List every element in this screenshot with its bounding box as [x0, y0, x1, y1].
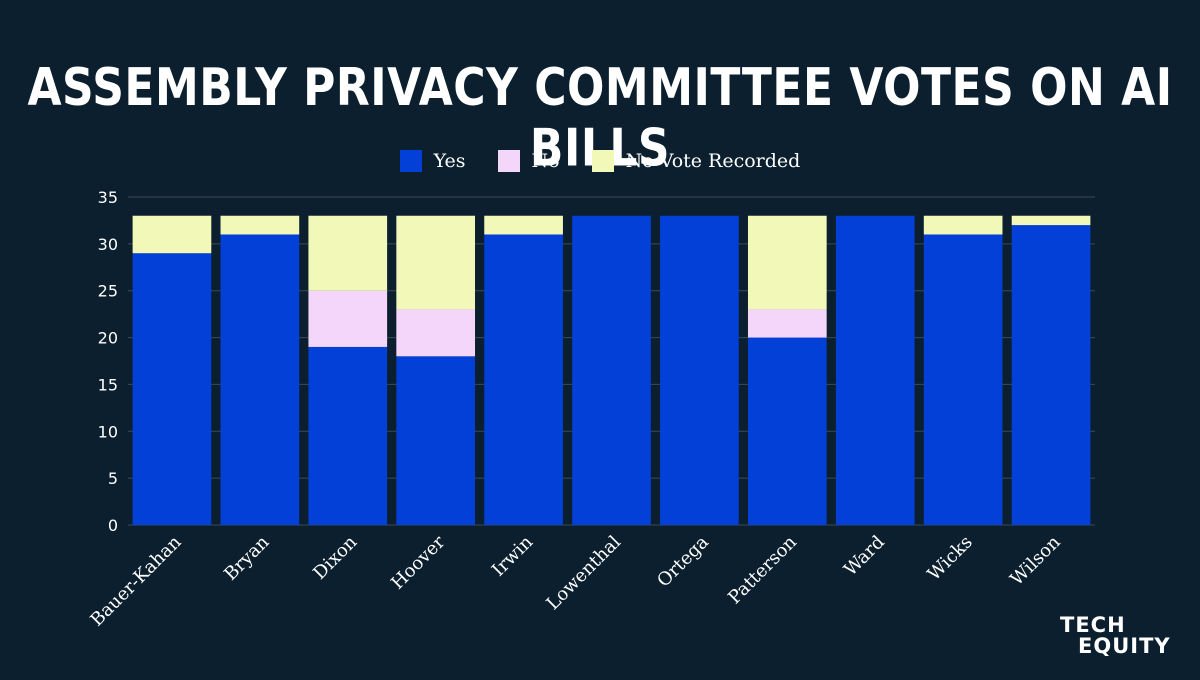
bar-segment-no-vote-recorded [1011, 215, 1091, 226]
bar-segment-yes [484, 234, 563, 525]
bar-segment-yes [1011, 225, 1091, 525]
bar-segment-yes [660, 215, 739, 525]
legend-label-no-vote: No Vote Recorded [625, 150, 801, 172]
bar-segment-yes [572, 215, 651, 525]
y-tick-label: 10 [98, 422, 118, 441]
y-tick-label: 25 [98, 282, 118, 301]
x-tick-label: Patterson [724, 531, 801, 608]
bar-segment-yes [747, 337, 827, 525]
bar-segment-no-vote-recorded [308, 215, 388, 291]
y-tick-label: 0 [108, 516, 118, 535]
legend-item-no-vote: No Vote Recorded [591, 150, 801, 172]
legend-label-yes: Yes [433, 150, 466, 172]
x-tick-label: Ortega [653, 532, 713, 592]
x-tick-label: Dixon [309, 531, 361, 583]
y-tick-label: 5 [108, 469, 118, 488]
bar-segment-no-vote-recorded [747, 215, 827, 310]
tech-equity-logo: TECH EQUITY [1060, 615, 1171, 657]
x-tick-label: Bryan [220, 531, 274, 585]
bar-segment-no-vote-recorded [484, 215, 563, 235]
legend-item-no: No [497, 150, 560, 172]
chart-legend: Yes No No Vote Recorded [0, 150, 1200, 172]
x-tick-label: Wicks [924, 532, 977, 585]
bar-segment-no-vote-recorded [220, 215, 300, 235]
bar-segment-yes [923, 234, 1003, 525]
y-tick-label: 20 [98, 329, 118, 348]
legend-swatch-no-vote [591, 150, 614, 172]
bar-segment-yes [396, 356, 476, 525]
bar-segment-no [396, 309, 476, 357]
x-tick-label: Wilson [1006, 531, 1065, 590]
bar-segment-yes [835, 215, 915, 525]
logo-line-2: EQUITY [1078, 634, 1171, 658]
x-tick-label: Irwin [488, 531, 537, 580]
x-tick-label: Lowenthal [542, 532, 625, 615]
bar-segment-no-vote-recorded [923, 215, 1003, 235]
bar-segment-no [747, 309, 827, 338]
logo-line-1: TECH [1060, 613, 1126, 637]
legend-swatch-yes [399, 150, 422, 172]
legend-swatch-no [497, 150, 520, 172]
bar-segment-no-vote-recorded [132, 215, 212, 254]
x-tick-label: Bauer-Kahan [86, 531, 185, 630]
chart-title: ASSEMBLY PRIVACY COMMITTEE VOTES ON AI B… [27, 58, 1173, 179]
y-tick-label: 30 [98, 235, 118, 254]
bar-segment-no [308, 290, 388, 347]
legend-label-no: No [531, 150, 560, 172]
bar-segment-yes [308, 346, 388, 525]
bar-segment-no-vote-recorded [396, 215, 476, 310]
x-tick-label: Hoover [387, 531, 449, 593]
legend-item-yes: Yes [399, 150, 466, 172]
x-tick-label: Ward [840, 532, 889, 581]
y-tick-label: 15 [98, 375, 118, 394]
bar-segment-yes [132, 253, 212, 525]
bar-segment-yes [220, 234, 300, 525]
y-tick-label: 35 [98, 188, 118, 207]
